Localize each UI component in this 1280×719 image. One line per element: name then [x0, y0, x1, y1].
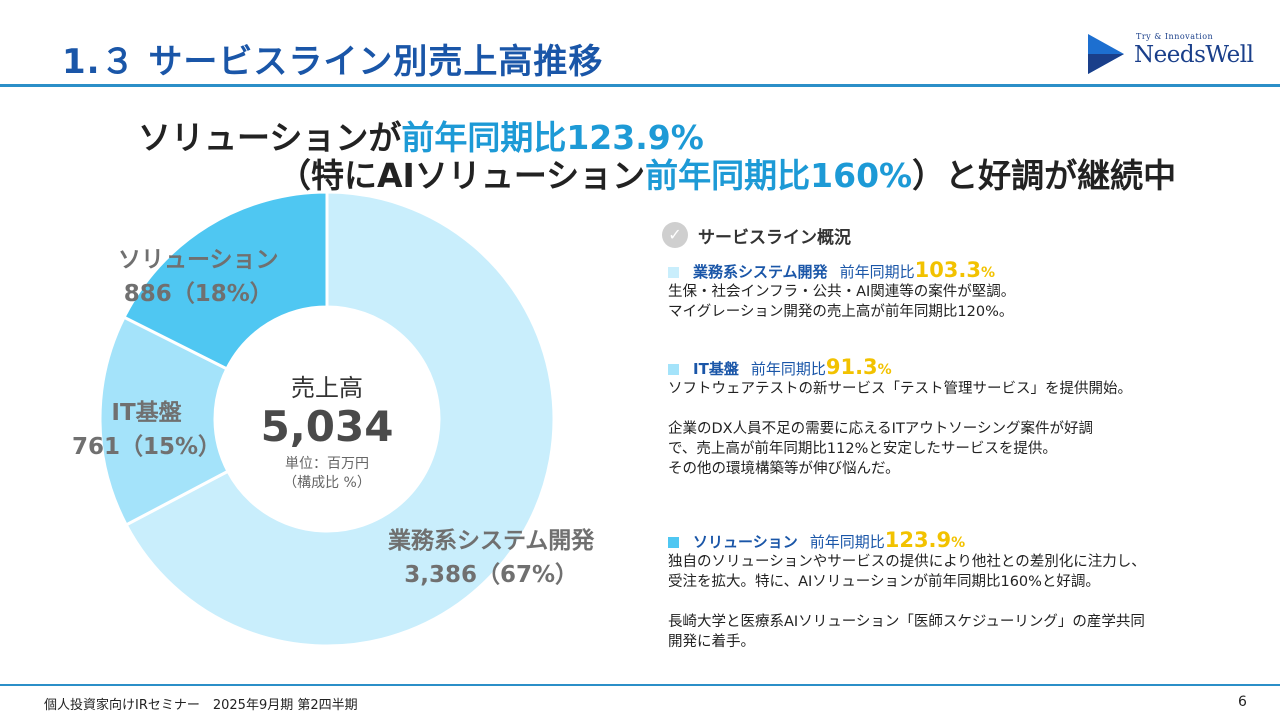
- service-block: 業務系システム開発 前年同期比103.3% 生保・社会インフラ・公共・AI関連等の案…: [668, 258, 1228, 322]
- description-line: 受注を拡大。特に、AIソリューションが前年同期比160%と好調。: [668, 574, 1100, 590]
- page-title: 1.３ サービスライン別売上高推移: [62, 42, 604, 82]
- slice-name: 業務系システム開発: [388, 528, 595, 554]
- paragraph-gap: [668, 592, 1228, 612]
- slice-solution: [122, 190, 329, 371]
- yoy-value: 123.9: [884, 528, 952, 552]
- yoy-label: 前年同期比: [750, 360, 826, 378]
- description-line: 独自のソリューションやサービスの提供により他社との差別化に注力し、: [668, 554, 1146, 570]
- description-line: その他の環境構築等が伸び悩んだ。: [668, 461, 900, 477]
- service-name: IT基盤: [693, 360, 739, 378]
- slice-value: 3,386（67%）: [404, 562, 579, 588]
- legend-square-icon: [668, 267, 679, 278]
- headline-close: ）と好調が継続中: [912, 156, 1177, 195]
- slice-value: 761（15%）: [72, 434, 222, 460]
- service-header: IT基盤 前年同期比91.3%: [668, 355, 1228, 379]
- legend-square-icon: [668, 364, 679, 375]
- legend-square-icon: [668, 537, 679, 548]
- company-logo: Try & Innovation NeedsWell: [1086, 32, 1256, 78]
- service-name: 業務系システム開発: [693, 263, 828, 281]
- footer-divider: [0, 684, 1280, 686]
- slice-label-it-infra: IT基盤 761（15%）: [72, 393, 221, 461]
- service-description: 独自のソリューションやサービスの提供により他社との差別化に注力し、 受注を拡大。特…: [668, 552, 1228, 652]
- yoy-suffix: %: [877, 362, 892, 378]
- footer-text: 個人投資家向けIRセミナー 2025年9月期 第2四半期: [44, 698, 358, 713]
- description-line: 生保・社会インフラ・公共・AI関連等の案件が堅調。: [668, 284, 1016, 300]
- slice-label-solution: ソリューション 886（18%）: [118, 240, 279, 308]
- yoy-label: 前年同期比: [839, 263, 915, 281]
- service-header: ソリューション 前年同期比123.9%: [668, 528, 1228, 552]
- logo-mark-icon: [1088, 34, 1124, 74]
- slice-name: ソリューション: [118, 247, 279, 273]
- center-value: 5,034: [260, 402, 394, 451]
- service-header: 業務系システム開発 前年同期比103.3%: [668, 258, 1228, 282]
- yoy-value: 103.3: [914, 258, 982, 282]
- logo-wordmark: NeedsWell: [1134, 42, 1254, 68]
- headline-line1: ソリューションが前年同期比123.9%: [138, 111, 704, 159]
- service-name: ソリューション: [693, 533, 798, 551]
- slice-it-infra: [98, 315, 230, 527]
- unit-line: 単位：百万円: [285, 456, 369, 472]
- logo-tagline: Try & Innovation: [1136, 32, 1214, 41]
- paragraph-gap: [668, 399, 1228, 419]
- overview-title: サービスライン概況: [698, 227, 851, 248]
- headline-line2: （特にAIソリューション前年同期比160%）と好調が継続中: [278, 149, 1176, 197]
- center-label: 売上高: [291, 374, 363, 402]
- slice-business-systems: [124, 190, 556, 648]
- service-description: 生保・社会インフラ・公共・AI関連等の案件が堅調。 マイグレーション開発の売上高が…: [668, 282, 1228, 322]
- slice-label-business-systems: 業務系システム開発 3,386（67%）: [388, 521, 594, 589]
- headline-open: （特にAIソリューション: [278, 156, 646, 195]
- yoy-suffix: %: [981, 265, 996, 281]
- description-line: 長崎大学と医療系AIソリューション「医師スケジューリング」の産学共同: [668, 614, 1145, 630]
- headline-accent-ai: 前年同期比160%: [645, 156, 913, 195]
- yoy-value: 91.3: [825, 355, 878, 379]
- yoy-suffix: %: [951, 535, 966, 551]
- unit-line: （構成比 %）: [283, 475, 371, 491]
- overview-header: ✓ サービスライン概況: [662, 222, 851, 248]
- service-description: ソフトウェアテストの新サービス「テスト管理サービス」を提供開始。 企業のDX人員不…: [668, 379, 1228, 479]
- headline-accent: 前年同期比123.9%: [401, 118, 704, 157]
- service-block: ソリューション 前年同期比123.9% 独自のソリューションやサービスの提供により他…: [668, 528, 1228, 652]
- description-line: 開発に着手。: [668, 634, 755, 650]
- title-divider: [0, 84, 1280, 87]
- donut-center: 売上高 5,034 単位：百万円 （構成比 %）: [222, 368, 432, 493]
- page-number: 6: [1238, 694, 1247, 710]
- yoy-label: 前年同期比: [809, 533, 885, 551]
- description-line: マイグレーション開発の売上高が前年同期比120%。: [668, 304, 1014, 320]
- headline-text: ソリューションが: [138, 118, 402, 157]
- service-block: IT基盤 前年同期比91.3% ソフトウェアテストの新サービス「テスト管理サービス」…: [668, 355, 1228, 479]
- slice-value: 886（18%）: [123, 281, 273, 307]
- description-line: ソフトウェアテストの新サービス「テスト管理サービス」を提供開始。: [668, 381, 1132, 397]
- sales-donut-chart: [98, 190, 556, 648]
- description-line: で、売上高が前年同期比112%と安定したサービスを提供。: [668, 441, 1057, 457]
- unit-note: 単位：百万円 （構成比 %）: [222, 455, 432, 493]
- check-icon: ✓: [662, 222, 688, 248]
- slice-name: IT基盤: [111, 400, 182, 426]
- description-line: 企業のDX人員不足の需要に応えるITアウトソーシング案件が好調: [668, 421, 1094, 437]
